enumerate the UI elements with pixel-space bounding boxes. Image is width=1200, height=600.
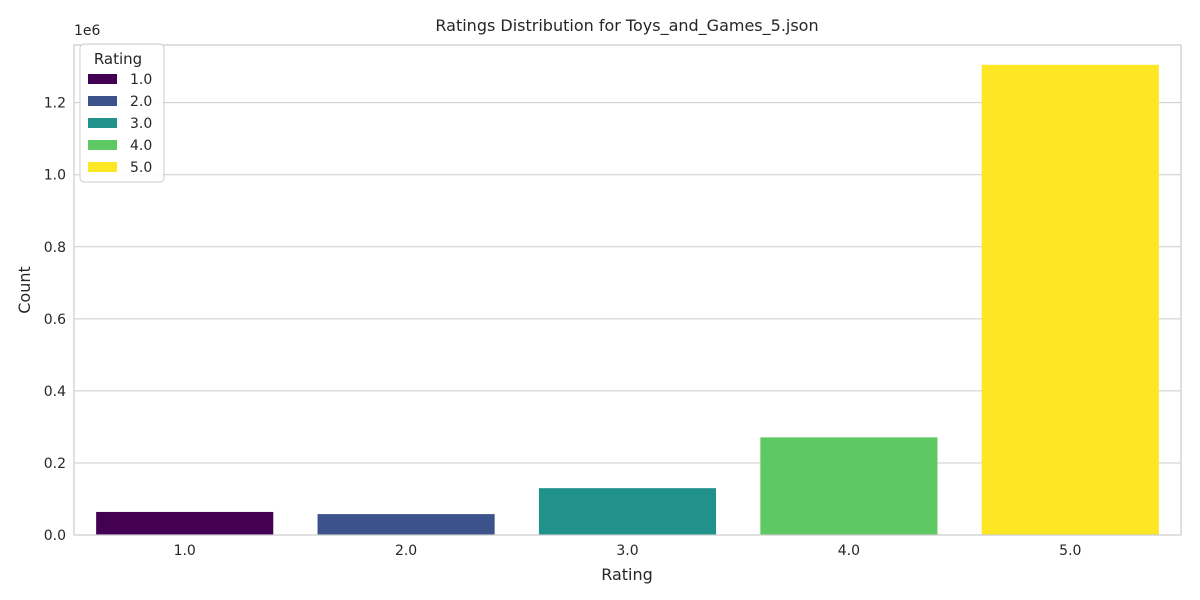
bar-3.0 [538,488,717,535]
x-tick-labels: 1.0 2.0 3.0 4.0 5.0 [174,543,1082,559]
legend-entry-label: 2.0 [130,94,152,110]
x-axis-label: Rating [601,565,653,584]
bars [96,64,1159,536]
x-tick-label: 4.0 [838,543,860,559]
bar-2.0 [317,514,495,535]
legend-swatch [88,74,117,84]
y-tick-label: 1.2 [44,96,66,112]
bar-4.0 [760,437,938,535]
x-tick-label: 3.0 [616,543,638,559]
y-offset-label: 1e6 [74,23,101,39]
legend-swatch [88,118,117,128]
legend-swatch [88,140,117,150]
chart-title: Ratings Distribution for Toys_and_Games_… [435,16,818,36]
legend-entry-label: 3.0 [130,116,152,132]
y-tick-labels: 0.0 0.2 0.4 0.6 0.8 1.0 1.2 [44,96,66,544]
y-tick-label: 0.2 [44,456,66,472]
legend-title: Rating [94,50,142,68]
bar-1.0 [96,511,274,535]
y-tick-label: 0.6 [44,312,66,328]
y-tick-label: 0.0 [44,528,66,544]
y-axis-label: Count [15,266,34,314]
y-tick-label: 0.4 [44,384,66,400]
legend-swatch [88,96,117,106]
x-tick-label: 5.0 [1059,543,1081,559]
plot-frame [73,44,1182,536]
legend-entry-label: 1.0 [130,72,152,88]
legend-swatch [88,162,117,172]
x-tick-label: 1.0 [174,543,196,559]
legend: Rating 1.0 2.0 3.0 4.0 5.0 [79,43,165,183]
bar-5.0 [981,64,1159,536]
y-tick-label: 0.8 [44,240,66,256]
axes-frame [73,44,1182,536]
x-tick-label: 2.0 [395,543,417,559]
legend-entry-label: 4.0 [130,138,152,154]
legend-entry-label: 5.0 [130,160,152,176]
y-tick-label: 1.0 [44,168,66,184]
